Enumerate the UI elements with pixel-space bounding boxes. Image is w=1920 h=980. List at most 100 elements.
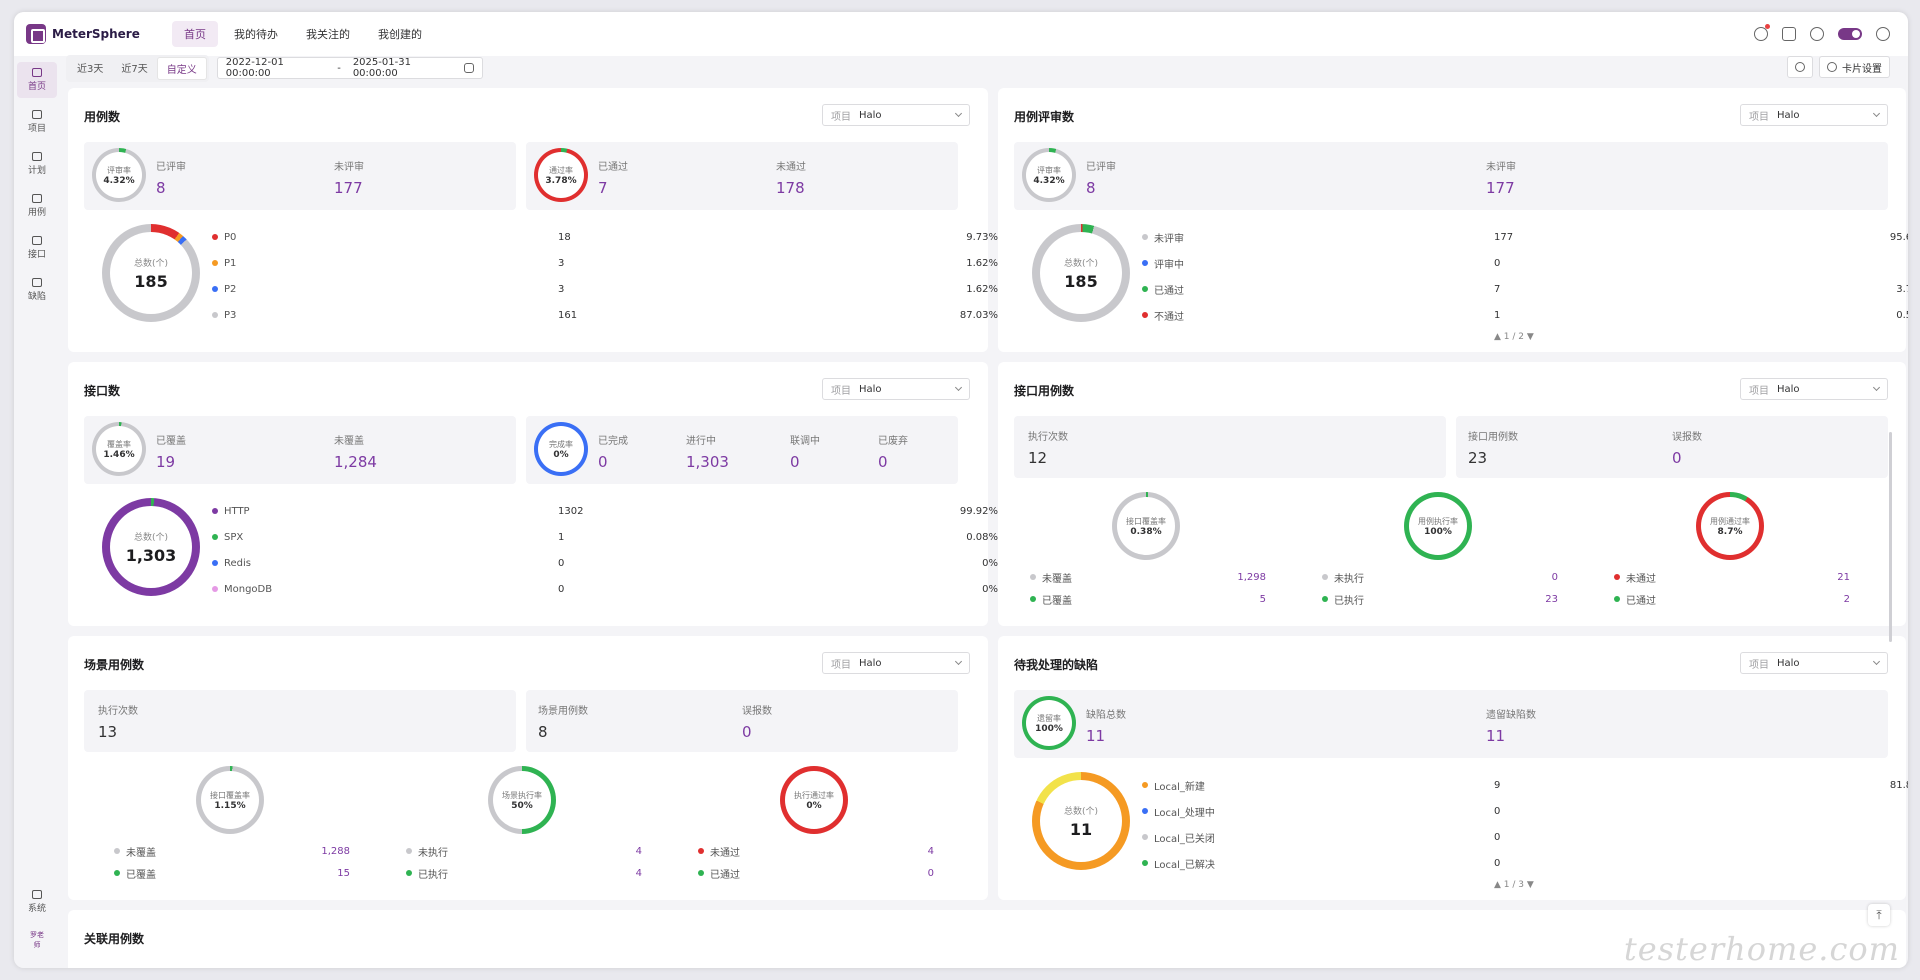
user-icon[interactable] bbox=[1876, 27, 1890, 41]
tab-7days[interactable]: 近7天 bbox=[121, 63, 148, 75]
sidebar-item-system[interactable]: 系统 bbox=[17, 884, 57, 920]
project-select[interactable]: 项目 Halo bbox=[1740, 104, 1888, 126]
legend-dot bbox=[212, 234, 218, 240]
project-select[interactable]: 项目 Halo bbox=[822, 652, 970, 674]
sidebar-item-case[interactable]: 用例 bbox=[17, 188, 57, 224]
back-to-top-button[interactable]: ⤒ bbox=[1868, 904, 1890, 926]
ring-legend-row: 未执行 0 bbox=[1322, 570, 1558, 585]
logo[interactable]: MeterSphere bbox=[26, 24, 160, 44]
project-select[interactable]: 项目 Halo bbox=[1740, 378, 1888, 400]
nav-follow[interactable]: 我关注的 bbox=[306, 28, 350, 41]
legend-row: Local_处理中00% bbox=[1142, 804, 1908, 819]
refresh-button[interactable] bbox=[1787, 56, 1813, 78]
card-related: 关联用例数 bbox=[68, 910, 1906, 968]
legend-percent: 0% bbox=[982, 583, 998, 595]
project-icon bbox=[32, 110, 42, 119]
project-select[interactable]: 项目 Halo bbox=[822, 104, 970, 126]
card-title: 接口用例数 bbox=[1014, 384, 1075, 398]
cover-rate-ring: 覆盖率 1.46% bbox=[92, 422, 146, 476]
date-range-picker[interactable]: 2022-12-01 00:00:00 - 2025-01-31 00:00:0… bbox=[216, 57, 483, 79]
project-select[interactable]: 项目 Halo bbox=[1740, 652, 1888, 674]
sidebar-item-project[interactable]: 项目 bbox=[17, 104, 57, 140]
nav-todo[interactable]: 我的待办 bbox=[234, 28, 278, 41]
bell-icon[interactable] bbox=[1754, 24, 1770, 41]
task-icon[interactable] bbox=[1782, 27, 1796, 41]
ring-legend-row: 已执行 4 bbox=[406, 866, 642, 881]
ring-legend-row: 未通过 4 bbox=[698, 844, 934, 859]
legend-percent: 9.73% bbox=[966, 231, 998, 243]
rate-ring: 接口覆盖率 1.15% bbox=[196, 766, 264, 834]
rate-ring: 场景执行率 50% bbox=[488, 766, 556, 834]
help-icon[interactable] bbox=[1810, 27, 1824, 41]
nav-created[interactable]: 我创建的 bbox=[378, 28, 422, 41]
legend-count: 0 bbox=[1494, 857, 1501, 869]
legend-row: P3 161 87.03% bbox=[212, 308, 998, 322]
ring-legend-row: 未执行 4 bbox=[406, 844, 642, 859]
ring-legend-row: 已通过 2 bbox=[1614, 592, 1850, 607]
legend-row: 已通过 7 3.78% bbox=[1142, 282, 1908, 297]
rate-ring: 执行通过率 0% bbox=[780, 766, 848, 834]
total-donut: 总数(个) 185 bbox=[1032, 224, 1130, 322]
plan-icon bbox=[32, 152, 42, 161]
tab-3days[interactable]: 近3天 bbox=[77, 63, 104, 75]
legend-dot bbox=[1142, 234, 1148, 240]
legend-name: Local_处理中 bbox=[1154, 807, 1215, 819]
sidebar: 首页 项目 计划 用例 接口 缺陷 系统 罗老师 bbox=[14, 56, 60, 968]
sidebar-item-home[interactable]: 首页 bbox=[17, 62, 57, 98]
legend-count: 177 bbox=[1494, 231, 1514, 243]
legend-dot bbox=[1142, 312, 1148, 318]
legend-row: Local_已解决00% bbox=[1142, 856, 1908, 871]
legend-row: MongoDB 0 0% bbox=[212, 582, 998, 596]
legend-row: Local_已关闭00% bbox=[1142, 830, 1908, 845]
legend-percent: 0% bbox=[982, 557, 998, 569]
legend-name: P1 bbox=[224, 257, 237, 269]
scrollbar[interactable] bbox=[1889, 432, 1892, 642]
nav-home[interactable]: 首页 bbox=[172, 21, 218, 47]
card-settings-button[interactable]: 卡片设置 bbox=[1819, 56, 1890, 78]
legend-count: 1 bbox=[1494, 309, 1501, 321]
rate-ring: 用例执行率 100% bbox=[1404, 492, 1472, 560]
legend-row: 评审中00% bbox=[1142, 256, 1908, 271]
legend-name: MongoDB bbox=[224, 583, 273, 595]
chevron-down-icon bbox=[1872, 109, 1881, 118]
sidebar-item-bug[interactable]: 缺陷 bbox=[17, 272, 57, 308]
pager[interactable]: ▲ 1 / 2 ▼ bbox=[1494, 332, 1534, 342]
legend-dot bbox=[212, 286, 218, 292]
ring-legend-row: 已覆盖 15 bbox=[114, 866, 350, 881]
chevron-down-icon bbox=[954, 383, 963, 392]
total-donut: 总数(个) 11 bbox=[1032, 772, 1130, 870]
legend-dot bbox=[212, 534, 218, 540]
card-title: 用例数 bbox=[84, 110, 121, 124]
bug-icon bbox=[32, 278, 42, 287]
tab-custom[interactable]: 自定义 bbox=[156, 56, 207, 80]
project-select[interactable]: 项目 Halo bbox=[822, 378, 970, 400]
rate-ring: 用例通过率 8.7% bbox=[1696, 492, 1764, 560]
card-title: 接口数 bbox=[84, 384, 121, 398]
legend-name: P0 bbox=[224, 231, 237, 243]
theme-toggle[interactable] bbox=[1838, 28, 1862, 40]
pager[interactable]: ▲ 1 / 3 ▼ bbox=[1494, 880, 1534, 890]
legend-percent: 95.68% bbox=[1889, 231, 1908, 243]
legend-name: P2 bbox=[224, 283, 237, 295]
legend-name: HTTP bbox=[224, 505, 250, 517]
sidebar-item-api[interactable]: 接口 bbox=[17, 230, 57, 266]
legend-count: 3 bbox=[558, 283, 565, 295]
app-window: MeterSphere 首页 我的待办 我关注的 我创建的 首页 项目 计划 用… bbox=[14, 12, 1908, 968]
avatar[interactable]: 罗老师 bbox=[30, 931, 44, 949]
card-case-count: 用例数 项目 Halo 评审率 4.32% 已评审 8 未评审 177 通过率 3.78%… bbox=[68, 88, 998, 352]
home-icon bbox=[32, 68, 42, 77]
legend-dot bbox=[212, 586, 218, 592]
chevron-down-icon bbox=[954, 109, 963, 118]
ring-legend-row: 未覆盖 1,298 bbox=[1030, 570, 1266, 585]
legend-count: 0 bbox=[558, 557, 565, 569]
top-nav: 首页 我的待办 我关注的 我创建的 bbox=[172, 21, 434, 47]
legend-name: 已通过 bbox=[1154, 285, 1184, 297]
legend-dot bbox=[1142, 834, 1148, 840]
legend-name: Local_已关闭 bbox=[1154, 833, 1215, 845]
legend-percent: 99.92% bbox=[959, 505, 998, 517]
watermark: testerhome.com bbox=[1623, 930, 1900, 968]
legend-name: Local_已解决 bbox=[1154, 859, 1215, 871]
legend-name: 评审中 bbox=[1154, 259, 1184, 271]
legend-row: 不通过 1 0.54% bbox=[1142, 308, 1908, 323]
sidebar-item-plan[interactable]: 计划 bbox=[17, 146, 57, 182]
